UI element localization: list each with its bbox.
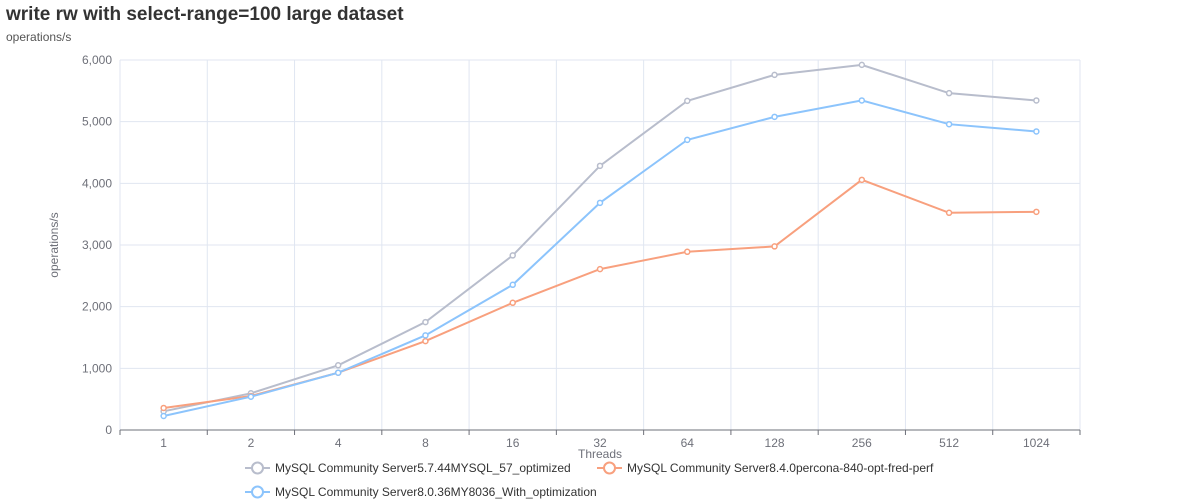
legend-label: MySQL Community Server5.7.44MYSQL_57_opt… bbox=[275, 461, 571, 475]
data-point bbox=[596, 199, 604, 207]
x-tick-label: 64 bbox=[681, 436, 695, 450]
data-point bbox=[684, 97, 691, 105]
data-point bbox=[771, 71, 778, 79]
x-axis-label: Threads bbox=[578, 447, 622, 461]
x-tick-label: 256 bbox=[852, 436, 872, 450]
data-point bbox=[596, 162, 604, 170]
data-point bbox=[771, 113, 778, 121]
data-point bbox=[684, 248, 691, 256]
y-tick-label: 6,000 bbox=[82, 53, 112, 67]
data-point bbox=[509, 281, 516, 289]
legend-label: MySQL Community Server8.0.36MY8036_With_… bbox=[275, 485, 597, 499]
y-tick-label: 2,000 bbox=[82, 300, 112, 314]
chart-title: write rw with select-range=100 large dat… bbox=[6, 4, 404, 25]
x-tick-label: 32 bbox=[593, 436, 607, 450]
data-point bbox=[509, 252, 516, 259]
y-tick-label: 3,000 bbox=[82, 238, 112, 252]
data-point bbox=[160, 404, 167, 412]
data-point bbox=[858, 61, 866, 69]
data-point bbox=[771, 243, 778, 250]
y-axis-label: operations/s bbox=[47, 212, 61, 277]
x-tick-label: 2 bbox=[248, 436, 255, 450]
legend-marker bbox=[251, 461, 264, 475]
x-tick-label: 1024 bbox=[1023, 436, 1050, 450]
data-point bbox=[422, 332, 429, 339]
data-point bbox=[422, 337, 429, 345]
data-point bbox=[334, 369, 342, 376]
y-tick-label: 0 bbox=[105, 423, 112, 437]
data-point bbox=[509, 299, 516, 307]
x-tick-label: 16 bbox=[506, 436, 520, 450]
x-tick-label: 128 bbox=[765, 436, 785, 450]
data-point bbox=[858, 176, 866, 184]
data-point bbox=[422, 318, 429, 326]
x-tick-label: 512 bbox=[939, 436, 959, 450]
data-point bbox=[945, 209, 953, 217]
data-point bbox=[945, 89, 953, 97]
y-tick-label: 5,000 bbox=[82, 115, 112, 129]
legend-marker bbox=[251, 485, 264, 499]
chart-subtitle: operations/s bbox=[6, 30, 72, 44]
x-tick-label: 1 bbox=[160, 436, 167, 450]
legend-label: MySQL Community Server8.4.0percona-840-o… bbox=[627, 461, 934, 475]
data-point bbox=[334, 362, 342, 369]
x-tick-label: 8 bbox=[422, 436, 429, 450]
data-point bbox=[160, 412, 167, 420]
legend-marker bbox=[603, 461, 616, 475]
data-point bbox=[247, 393, 255, 400]
data-point bbox=[1033, 128, 1040, 135]
data-point bbox=[1033, 97, 1040, 104]
data-point bbox=[858, 97, 866, 104]
data-point bbox=[945, 120, 953, 128]
y-tick-label: 1,000 bbox=[82, 361, 112, 375]
y-tick-label: 4,000 bbox=[82, 176, 112, 190]
data-point bbox=[684, 136, 691, 144]
data-point bbox=[1033, 208, 1040, 216]
data-point bbox=[596, 265, 604, 273]
x-tick-label: 4 bbox=[335, 436, 342, 450]
